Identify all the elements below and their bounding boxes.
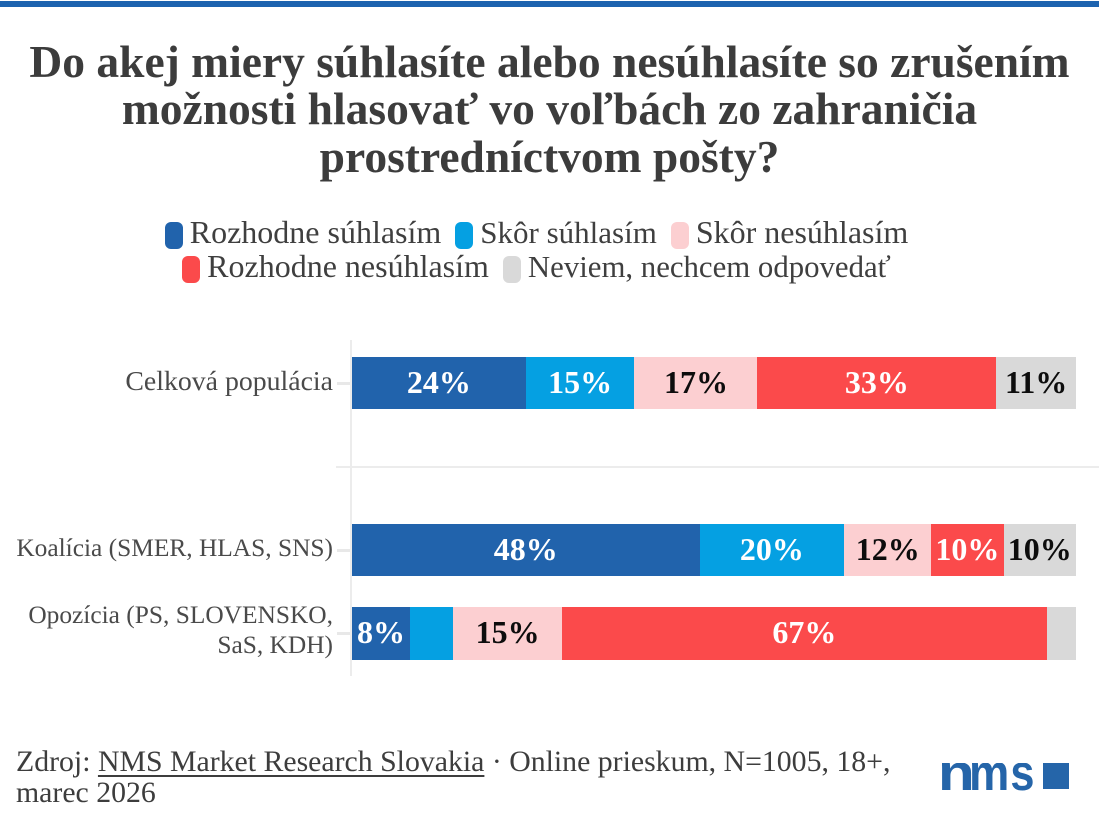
svg-text:s: s [1010,763,1034,791]
svg-text:m: m [969,763,1009,791]
